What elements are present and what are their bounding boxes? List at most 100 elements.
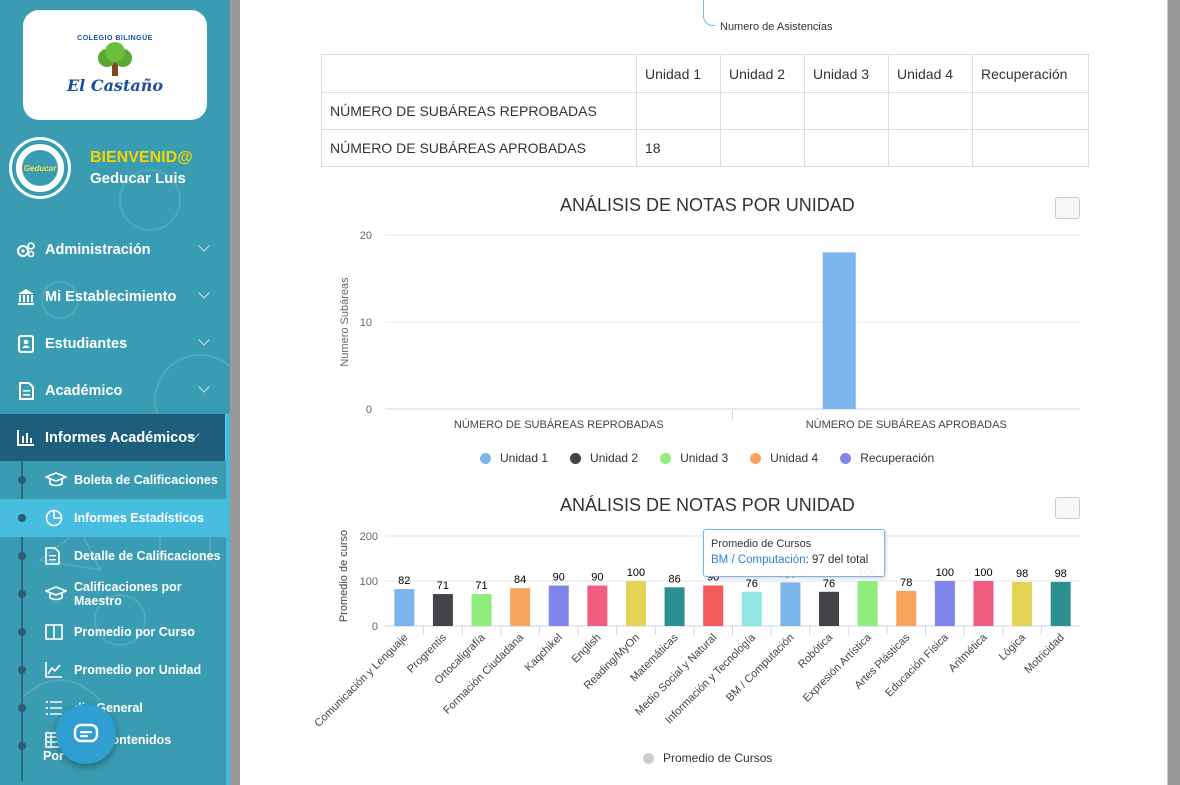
logo-arc-text: COLEGIO BILINGÜE [77,35,153,42]
legend-label: Unidad 4 [770,451,819,465]
x-tick-label: Comunicación y Lenguaje [312,632,410,730]
menu-item-estudiantes[interactable]: Estudiantes [0,320,230,367]
bar-chart-icon [16,428,36,448]
legend-item[interactable]: Unidad 4 [750,451,818,465]
table-cell: NÚMERO DE SUBÁREAS REPROBADAS [321,92,637,130]
data-label: 90 [553,572,565,584]
bank-icon [16,287,36,307]
submenu-item-promedio-unidad[interactable]: Promedio por Unidad [0,651,230,689]
table-cell [972,92,1089,130]
chart1-menu-button[interactable] [1055,197,1080,219]
bar[interactable] [510,588,531,626]
submenu-item-promedio-curso[interactable]: Promedio por Curso [0,613,230,651]
chat-bubble-icon [73,723,99,743]
bar[interactable] [819,591,840,626]
sidebar: COLEGIO BILINGÜE El Castaño Geducar BIEN… [0,0,230,785]
x-tick-label: Robótica [796,631,836,671]
menu-item-mi-establecimiento[interactable]: Mi Establecimiento [0,273,230,320]
bar[interactable] [973,581,994,626]
data-label: 71 [475,580,487,592]
bar[interactable] [548,585,569,627]
data-label: 71 [437,580,449,592]
legend-label: Unidad 2 [590,451,639,465]
legend-item[interactable]: Unidad 2 [570,451,638,465]
bar[interactable] [587,585,608,627]
table-header: Unidad 4 [888,54,973,93]
x-tick-label: Aritmética [947,631,991,675]
bar[interactable] [1050,581,1071,626]
x-tick-label: NÚMERO DE SUBÁREAS APROBADAS [806,418,1007,431]
submenu-item-label: Promedio por Curso [74,625,195,639]
sidebar-scrollbar[interactable] [226,415,230,785]
username: Geducar Luis [90,170,186,187]
bar[interactable] [934,581,955,626]
bar[interactable] [625,581,646,626]
bar[interactable] [703,585,724,627]
logo-name: El Castaño [66,76,163,95]
y-tick-label: 20 [360,230,372,242]
tree-icon [98,42,132,76]
bar[interactable] [857,581,878,626]
submenu-item-boleta[interactable]: Boleta de Calificaciones [0,461,230,499]
data-label: 100 [936,567,954,579]
x-tick-label: BM / Computación [724,632,796,704]
y-axis-label: Numero Subáreas [339,277,351,367]
chevron-down-icon [198,381,210,393]
bar[interactable] [1012,581,1033,626]
pie-chart-icon [45,509,67,527]
table-cell [972,129,1089,167]
legend-swatch [750,452,762,464]
welcome-text: BIENVENID@ [90,149,193,166]
bar[interactable] [664,587,685,626]
data-label: 82 [398,575,410,587]
tooltip-category: BM / Computación [711,554,806,566]
legend-label: Unidad 1 [500,451,549,465]
data-label: 98 [1055,568,1067,580]
bar[interactable] [741,591,762,626]
legend-item[interactable]: Unidad 1 [480,451,548,465]
bar[interactable] [896,590,917,626]
submenu-item-calificaciones-maestro[interactable]: Calificaciones por Maestro [0,575,230,613]
bar[interactable] [822,252,856,409]
bar[interactable] [471,594,492,626]
legend-item[interactable]: Promedio de Cursos [643,751,772,765]
timeline-dot [18,742,26,750]
table-header: Recuperación [972,54,1089,93]
submenu-item-informes-estadisticos[interactable]: Informes Estadísticos [0,499,230,537]
legend-swatch [480,452,491,464]
submenu-item-promedio-general[interactable]: dio General [0,689,230,727]
columns-icon [45,623,67,641]
data-label: 84 [514,574,526,586]
graduation-cap-icon [45,471,67,489]
list-icon [45,699,67,717]
menu-item-informes-academicos[interactable]: Informes Académicos [0,414,230,461]
avatar[interactable]: Geducar [12,140,68,196]
y-tick-label: 100 [360,576,378,588]
bar[interactable] [394,589,415,626]
bar[interactable] [432,594,453,626]
chat-button[interactable] [56,704,116,764]
menu-item-academico[interactable]: Académico [0,367,230,414]
document-icon [16,381,36,401]
y-tick-label: 0 [366,404,372,416]
y-tick-label: 0 [372,621,378,633]
chart2-menu-button[interactable] [1055,497,1080,519]
x-tick-label: Motricidad [1022,632,1066,676]
submenu-item-label: Informes Estadísticos [74,511,204,525]
menu-item-administracion[interactable]: Administración [0,226,230,273]
informes-submenu: Boleta de Calificaciones Informes Estadí… [0,461,230,781]
chart1-title: ANÁLISIS DE NOTAS POR UNIDAD [560,195,855,215]
x-tick-label: NÚMERO DE SUBÁREAS REPROBADAS [454,418,664,431]
legend-label: Promedio de Cursos [663,751,773,765]
legend-item[interactable]: Recuperación [840,451,934,465]
chart2-title: ANÁLISIS DE NOTAS POR UNIDAD [560,495,855,515]
legend-swatch [840,452,852,464]
bar[interactable] [780,582,801,626]
school-logo[interactable]: COLEGIO BILINGÜE El Castaño [23,10,207,120]
legend-item[interactable]: Unidad 3 [660,451,728,465]
submenu-item-detalle[interactable]: Detalle de Calificaciones [0,537,230,575]
table-cell: 18 [636,129,721,167]
area-chart-icon [45,661,67,679]
x-tick-label: Expresión Artística [801,631,875,705]
asistencias-chart-edge [703,0,715,26]
